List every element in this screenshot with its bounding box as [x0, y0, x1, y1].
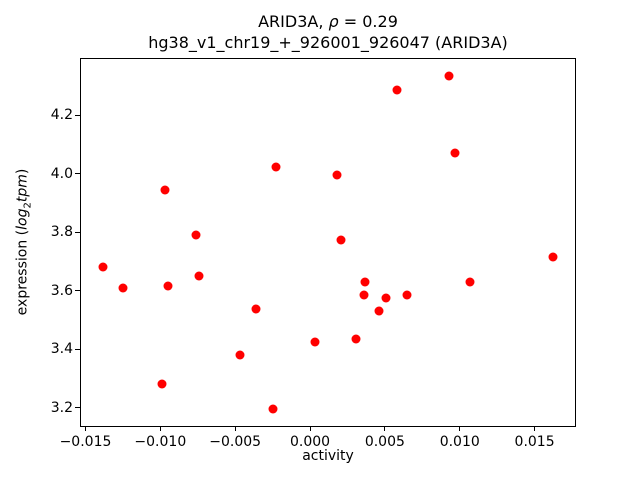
x-tick-label: −0.010 [134, 434, 187, 450]
y-tick-mark [75, 173, 80, 175]
x-tick-mark [159, 426, 161, 431]
x-tick-mark [84, 426, 86, 431]
data-point [118, 283, 128, 293]
x-tick-label: −0.005 [209, 434, 262, 450]
data-point [310, 337, 320, 347]
data-point [98, 262, 108, 272]
data-point [235, 350, 245, 360]
data-point [359, 290, 369, 300]
data-point [450, 148, 460, 158]
rho-symbol: ρ [328, 12, 339, 31]
x-tick-mark [459, 426, 461, 431]
data-point [271, 162, 281, 172]
data-point [163, 281, 173, 291]
y-tick-label: 3.6 [50, 282, 73, 299]
y-axis-label-suffix: ) [14, 168, 31, 175]
data-point [465, 277, 475, 287]
x-axis-label: activity [302, 448, 354, 464]
data-point [268, 404, 278, 414]
y-tick-mark [75, 231, 80, 233]
x-tick-label: −0.015 [59, 434, 112, 450]
y-axis-label-unit: tpm [14, 174, 31, 203]
y-tick-label: 4.0 [50, 165, 73, 182]
y-tick-mark [75, 114, 80, 116]
data-point [374, 306, 384, 316]
data-point [160, 185, 170, 195]
title-gene-label: ARID3A, [258, 12, 329, 31]
y-tick-mark [75, 407, 80, 409]
x-tick-label: 0.005 [364, 434, 405, 450]
data-point [381, 293, 391, 303]
y-axis-label-log: log [14, 208, 31, 230]
data-point [332, 170, 342, 180]
chart-title: ARID3A, ρ = 0.29 hg38_v1_chr19_+_926001_… [80, 11, 576, 53]
y-tick-label: 3.4 [50, 341, 73, 358]
data-point [360, 277, 370, 287]
data-point [157, 379, 167, 389]
y-axis-label: expression (log2tpm) [15, 169, 34, 316]
y-axis-label-prefix: expression ( [14, 229, 31, 316]
data-point [444, 71, 454, 81]
y-tick-label: 3.8 [50, 224, 73, 241]
title-rho-value: = 0.29 [338, 12, 398, 31]
x-tick-mark [384, 426, 386, 431]
x-tick-mark [309, 426, 311, 431]
x-tick-mark [534, 426, 536, 431]
y-tick-label: 3.2 [50, 399, 73, 416]
data-point [402, 290, 412, 300]
data-point [351, 334, 361, 344]
data-point [191, 230, 201, 240]
x-tick-label: 0.000 [289, 434, 331, 450]
data-point [392, 85, 402, 95]
y-tick-mark [75, 290, 80, 292]
data-point [336, 235, 346, 245]
y-axis-label-subscript: 2 [22, 202, 34, 209]
chart-title-line1: ARID3A, ρ = 0.29 [80, 11, 576, 32]
chart-subtitle: hg38_v1_chr19_+_926001_926047 (ARID3A) [148, 33, 508, 52]
y-tick-mark [75, 348, 80, 350]
data-point [548, 252, 558, 262]
x-tick-label: 0.015 [514, 434, 555, 450]
plot-area: −0.015 −0.010 −0.005 0.000 0.005 0.010 0.015 3.… [51, 58, 576, 450]
data-point [194, 271, 204, 281]
data-point [251, 304, 261, 314]
x-tick-mark [234, 426, 236, 431]
y-tick-label: 4.2 [50, 107, 73, 124]
x-tick-label: 0.010 [439, 434, 480, 450]
